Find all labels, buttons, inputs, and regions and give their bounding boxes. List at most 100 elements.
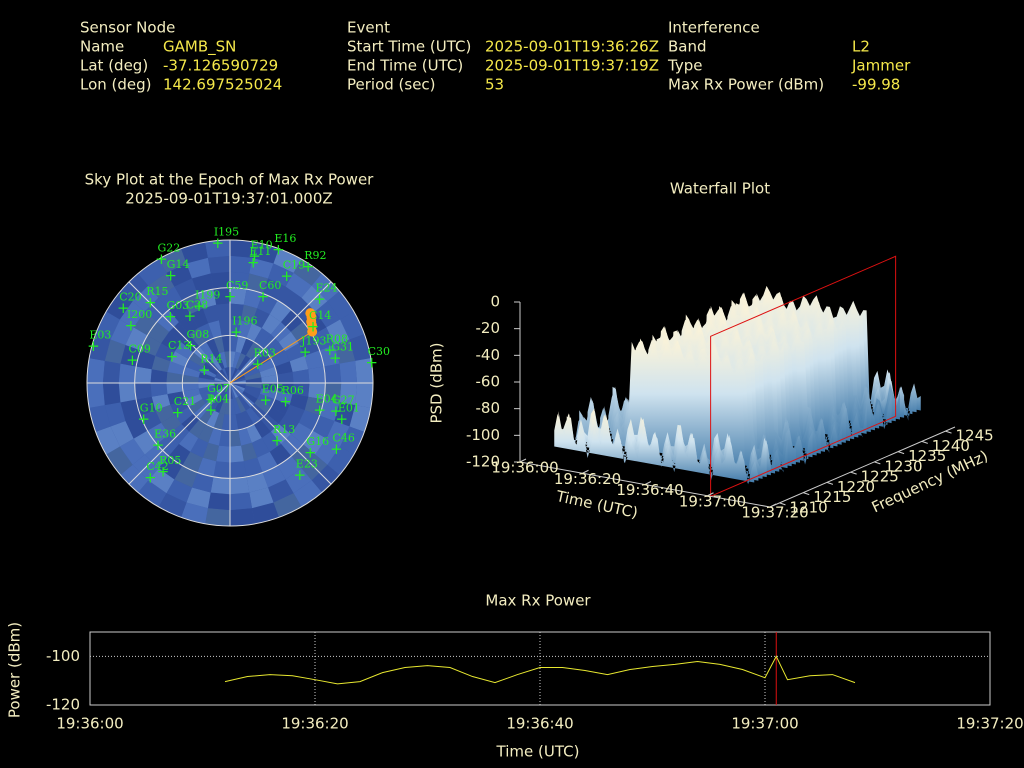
satellite-marker: + [280,267,293,285]
f-tick [850,471,857,475]
sky-cell [200,367,217,378]
sky-cell [186,487,211,509]
satellite-label: E01 [338,401,360,414]
satellite-label: R03 [254,346,276,359]
sky-cell [237,355,251,371]
sky-cell [199,341,215,359]
info-label: Period (sec) [347,76,436,94]
sky-cell [205,240,230,258]
waterfall-title: Waterfall Plot [670,180,770,198]
satellite-label: E03 [89,328,111,341]
sky-cell [289,355,309,372]
z-tick-label: 0 [490,293,500,311]
satellite-marker: + [299,343,312,361]
f-tick-label: 1235 [908,447,946,465]
sky-cell [104,339,126,364]
sky-cell [178,314,199,335]
sky-cell [119,438,145,465]
sky-cell [276,383,294,395]
power-line [224,655,856,685]
x-tick-label: 19:36:20 [281,715,348,733]
satellite-marker: + [259,391,272,409]
x-tick-label: 19:37:00 [731,715,798,733]
satellite-label: R05 [159,454,181,467]
info-label: End Time (UTC) [347,57,463,75]
sky-cell [161,331,182,352]
sky-cell [181,242,208,264]
satellite-marker: + [257,287,270,305]
sky-cell [155,343,175,362]
satellite-marker: + [224,288,237,306]
sky-cell [214,380,230,383]
sky-cell [298,335,320,356]
f-tick-label: 1230 [884,457,922,475]
t-tick [769,503,777,508]
sky-cell [230,445,244,463]
sky-cell [198,377,215,383]
f-tick [826,481,834,485]
satellite-marker: + [164,266,177,284]
satellite-label: I195 [214,226,239,239]
sky-cell [198,424,214,443]
sky-cell [274,391,293,405]
sky-cell [235,353,246,370]
satellite-label: C19 [283,258,305,271]
t-tick [582,469,589,474]
sky-cell [323,363,342,383]
sky-cell [166,479,192,503]
sky-cell [230,383,236,399]
sky-cell [95,311,120,340]
sky-cell [222,368,230,383]
sky-cell [198,372,216,381]
sky-cell [268,263,294,287]
sky-cell [134,383,152,400]
sky-cell [261,374,278,383]
info-value: 53 [485,76,504,94]
sky-cell [312,327,335,351]
sky-cell [230,303,244,321]
sky-cell [262,278,286,301]
sky-cell [182,374,199,383]
sky-cell [182,451,203,473]
sky-cell [252,242,279,264]
sky-cell [208,320,222,339]
sky-cell [289,394,309,411]
sky-cell [188,352,206,368]
satellite-label: C60 [259,279,281,292]
satellite-marker: + [164,307,177,325]
sky-cell [174,465,198,488]
sky-cell [147,422,170,445]
z-tick-label: -40 [476,346,501,364]
info-value: L2 [852,38,870,56]
sky-cell [230,287,247,305]
satellite-marker: + [294,466,307,484]
sky-cell [323,383,342,403]
sky-cell [185,359,203,373]
sky-cell [230,335,239,352]
satellite-marker: + [212,234,225,252]
z-axis-label: PSD (dBm) [428,342,446,423]
sky-cell [252,502,279,524]
x-tick-label: 19:37:20 [956,715,1023,733]
sky-cell [89,405,111,432]
sky-cell [221,335,230,352]
sky-cell [168,443,191,466]
sky-cell [219,397,228,415]
satellite-label: R92 [304,249,326,262]
sky-cell [120,344,141,367]
sky-cell [326,319,350,345]
satellite-marker: + [152,436,165,454]
info-value: GAMB_SN [163,38,236,57]
satellite-marker: + [313,290,326,308]
sky-cell [110,421,134,447]
f-tick [779,502,786,506]
info-value: 142.697525024 [163,76,282,94]
sky-cell [158,493,187,518]
info-heading: Event [347,19,390,37]
satellite-marker: + [205,391,218,409]
info-label: Lon (deg) [80,76,152,94]
sky-cell [219,351,228,369]
sky-cell [230,369,241,383]
sky-cell [150,369,168,383]
satellite-marker: + [137,410,150,428]
